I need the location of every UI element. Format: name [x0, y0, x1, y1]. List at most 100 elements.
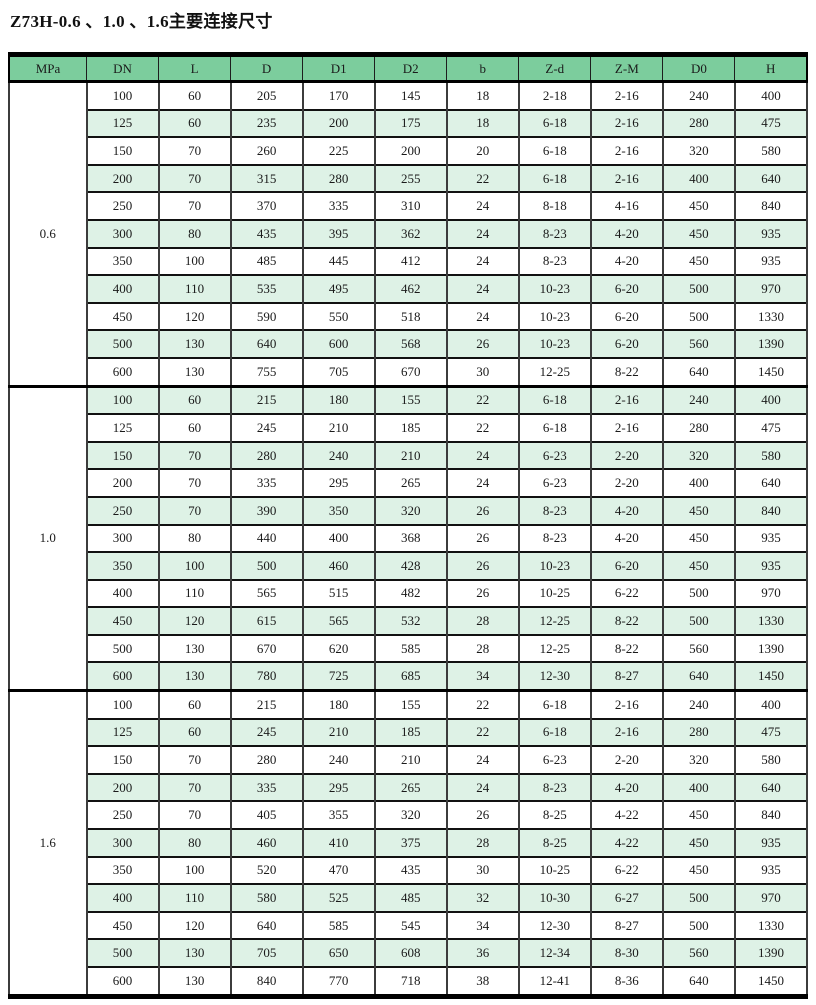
table-cell: 2-16 — [589, 413, 664, 442]
mpa-section-cell: 1.0 — [8, 384, 88, 691]
connection-dimensions-table: MPa DN L D D1 D2 b Z-d Z-M D0 H 0.6 100 60 205 170 145 1… — [8, 52, 809, 999]
table-cell: 70 — [157, 772, 232, 802]
table-cell: 440 — [229, 523, 304, 553]
table-cell: 640 — [733, 163, 809, 193]
table-cell: 130 — [157, 965, 232, 997]
table-cell: 640 — [733, 772, 809, 802]
table-cell: 8-22 — [589, 606, 664, 635]
table-cell: 280 — [301, 163, 376, 193]
header-row: MPa DN L D D1 D2 b Z-d Z-M D0 H — [8, 54, 808, 83]
table-cell: 70 — [157, 440, 232, 470]
table-cell: 250 — [85, 800, 160, 830]
table-row: 300 80 460 410 375 28 8-25 4-22 450 935 — [9, 828, 809, 857]
table-cell: 450 — [661, 191, 736, 220]
table-cell: 568 — [373, 329, 448, 358]
table-cell: 120 — [157, 606, 232, 635]
table-cell: 500 — [661, 578, 736, 608]
table-cell: 310 — [373, 191, 448, 220]
column-header: b — [446, 54, 520, 83]
table-cell: 435 — [373, 855, 448, 885]
table-cell: 515 — [301, 578, 376, 608]
table-cell: 295 — [301, 772, 376, 802]
table-cell: 150 — [85, 440, 160, 470]
table-cell: 935 — [733, 246, 809, 276]
table-row: 500 130 640 600 568 26 10-23 6-20 560 1390 — [9, 329, 809, 358]
column-header: DN — [85, 54, 160, 83]
table-cell: 390 — [229, 495, 304, 525]
table-cell: 450 — [661, 495, 736, 525]
table-cell: 640 — [661, 356, 736, 387]
table-cell: 110 — [157, 274, 232, 303]
table-cell: 320 — [373, 800, 448, 830]
table-cell: 535 — [229, 274, 304, 303]
table-cell: 8-23 — [517, 218, 592, 248]
table-cell: 8-23 — [517, 523, 592, 553]
table-cell: 450 — [661, 218, 736, 248]
table-cell: 1330 — [733, 910, 809, 940]
table-cell: 12-25 — [517, 606, 592, 635]
table-cell: 60 — [157, 384, 232, 415]
table-cell: 545 — [373, 910, 448, 940]
table-cell: 1330 — [733, 301, 809, 331]
table-cell: 600 — [301, 329, 376, 358]
table-cell: 615 — [229, 606, 304, 635]
table-cell: 200 — [301, 108, 376, 138]
table-cell: 185 — [373, 413, 448, 442]
table-cell: 250 — [85, 495, 160, 525]
table-row: 1.6 100 60 215 180 155 22 6-18 2-16 240 400 — [8, 689, 809, 997]
column-header: D2 — [374, 54, 448, 83]
table-cell: 240 — [301, 440, 376, 470]
table-cell: 155 — [373, 384, 448, 415]
table-cell: 405 — [229, 800, 304, 830]
table-cell: 2-16 — [589, 689, 664, 719]
table-cell: 280 — [229, 745, 304, 774]
table-row: 150 70 260 225 200 20 6-18 2-16 320 580 — [9, 136, 809, 165]
table-cell: 24 — [445, 246, 520, 276]
table-cell: 150 — [85, 745, 160, 774]
table-cell: 450 — [661, 828, 736, 857]
table-cell: 12-25 — [517, 633, 592, 663]
table-cell: 1390 — [733, 633, 809, 663]
table-cell: 225 — [301, 136, 376, 165]
table-cell: 10-23 — [517, 329, 592, 358]
table-cell: 4-22 — [589, 800, 664, 830]
table-cell: 4-16 — [589, 191, 664, 220]
table-cell: 110 — [157, 883, 232, 912]
table-cell: 518 — [373, 301, 448, 331]
table-cell: 412 — [373, 246, 448, 276]
table-cell: 400 — [85, 578, 160, 608]
table-cell: 320 — [373, 495, 448, 525]
table-cell: 495 — [301, 274, 376, 303]
table-row: 600 130 755 705 670 30 12-25 8-22 640 1450 — [9, 356, 809, 387]
table-cell: 755 — [229, 356, 304, 387]
table-cell: 26 — [445, 551, 520, 580]
table-row: 400 110 580 525 485 32 10-30 6-27 500 970 — [9, 883, 809, 912]
table-cell: 280 — [229, 440, 304, 470]
table-cell: 6-18 — [517, 384, 592, 415]
table-cell: 590 — [229, 301, 304, 331]
table-cell: 20 — [445, 136, 520, 165]
table-cell: 395 — [301, 218, 376, 248]
table-cell: 36 — [445, 938, 520, 967]
table-cell: 400 — [661, 468, 736, 497]
table-cell: 400 — [85, 274, 160, 303]
table-cell: 60 — [157, 108, 232, 138]
table-cell: 210 — [373, 440, 448, 470]
table-cell: 100 — [157, 855, 232, 885]
table-cell: 560 — [661, 938, 736, 967]
table-cell: 500 — [85, 938, 160, 967]
table-row: 500 130 705 650 608 36 12-34 8-30 560 1390 — [9, 938, 809, 967]
table-cell: 235 — [229, 108, 304, 138]
table-cell: 38 — [445, 965, 520, 997]
table-cell: 450 — [85, 910, 160, 940]
table-cell: 8-23 — [517, 772, 592, 802]
table-row: 250 70 390 350 320 26 8-23 4-20 450 840 — [9, 495, 809, 525]
table-cell: 335 — [301, 191, 376, 220]
table-cell: 70 — [157, 163, 232, 193]
table-cell: 245 — [229, 413, 304, 442]
table-cell: 70 — [157, 495, 232, 525]
table-cell: 24 — [445, 745, 520, 774]
table-cell: 362 — [373, 218, 448, 248]
table-cell: 475 — [733, 413, 809, 442]
